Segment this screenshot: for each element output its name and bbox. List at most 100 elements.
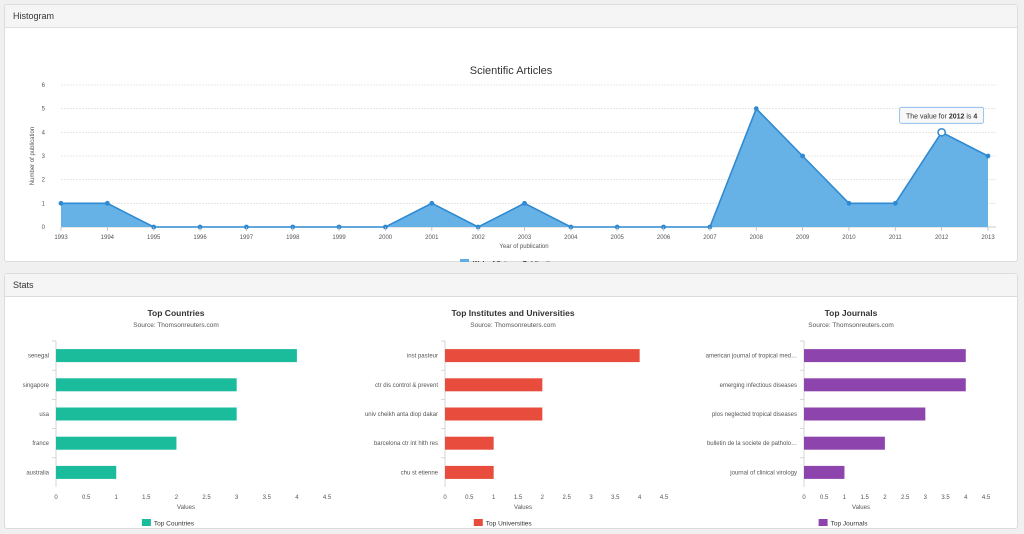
data-point-2009 [800, 153, 805, 159]
area-fill [61, 108, 988, 227]
scientific-articles-chart: Scientific Articles 0 1 2 3 4 5 6 Number of publ… [30, 65, 996, 268]
x-tick-label: 3.5 [941, 495, 950, 501]
x-tick-label: 2003 [518, 235, 532, 241]
x-axis-label: Values [852, 505, 870, 511]
x-tick-label: 3.5 [611, 495, 620, 501]
bar-chart-journals: Top Journals Source: Thomsonreuters.com 0 0… [706, 308, 991, 528]
tooltip-box [899, 106, 985, 124]
bar-france [56, 436, 177, 450]
x-tick-label: 2012 [935, 235, 949, 241]
x-tick-label: 3.5 [263, 495, 272, 501]
tooltip-prefix: The value for [906, 113, 949, 120]
category-label: usa [39, 412, 49, 418]
x-tick-label: 4.5 [982, 495, 991, 501]
x-tick-label: 1997 [240, 235, 254, 241]
tooltip-year: 2012 [949, 113, 965, 120]
x-tick-label: 0 [54, 495, 58, 501]
y-tick-label: 2 [42, 178, 46, 184]
category-label: inst pasteur [407, 354, 438, 360]
x-tick-label: 1996 [193, 235, 207, 241]
chart-title: Scientific Articles [470, 65, 553, 77]
data-point-1994 [104, 200, 110, 206]
y-tick-label: 1 [42, 201, 46, 207]
bar-chart-title: Top Institutes and Universities [451, 308, 574, 318]
x-tick-label: 1 [115, 495, 119, 501]
bar-bulletin-de-la-societe-de-patholo- [804, 436, 885, 450]
bar-usa [56, 407, 237, 421]
x-tick-label: 1994 [101, 235, 115, 241]
legend-label: Top Countries [154, 521, 195, 528]
bar-chart-title: Top Countries [148, 308, 205, 318]
x-tick-label: 4.5 [660, 495, 669, 501]
legend-label: Top Journals [831, 521, 869, 528]
x-tick-label: 1 [843, 495, 847, 501]
x-tick-label: 2.5 [901, 495, 910, 501]
category-label: senegal [28, 354, 49, 360]
x-tick-label: 2010 [842, 235, 856, 241]
x-tick-label: 4 [295, 495, 299, 501]
bar-chart-title: Top Journals [825, 308, 878, 318]
y-tick-label: 6 [42, 83, 46, 89]
tooltip-value: 4 [973, 113, 977, 120]
x-tick-label: 2007 [703, 235, 717, 241]
x-tick-label: 2009 [796, 235, 810, 241]
data-point-1993 [58, 200, 64, 206]
bar-american-journal-of-tropical-med- [804, 349, 966, 363]
category-label: ctr dis control & prevent [375, 383, 438, 389]
x-tick-label: 4 [964, 495, 968, 501]
x-tick-label: 3 [924, 495, 928, 501]
bar-barcelona-ctr-int-hlth-res [445, 436, 494, 450]
bar-chart-subtitle: Source: Thomsonreuters.com [133, 322, 219, 329]
category-label: barcelona ctr int hlth res [374, 441, 438, 447]
bar-ctr-dis-control-prevent [445, 378, 543, 392]
data-point-2013 [985, 153, 991, 159]
tooltip: The value for 2012 is 4 [899, 106, 985, 124]
bar-senegal [56, 349, 297, 363]
x-tick-label: 2008 [750, 235, 764, 241]
bar-inst-pasteur [445, 349, 640, 363]
x-tick-label: 4.5 [323, 495, 332, 501]
category-label: chu st etienne [401, 470, 439, 476]
histogram-panel: Histogram Scientific Articles 0 1 2 3 4 5 6 Numb… [4, 4, 1018, 268]
x-tick-label: 2 [175, 495, 179, 501]
y-tick-label: 3 [42, 154, 46, 160]
data-point-2010 [846, 200, 852, 206]
bar-univ-cheikh-anta-diop-dakar [445, 407, 543, 421]
x-tick-label: 0 [802, 495, 806, 501]
x-tick-label: 4 [638, 495, 642, 501]
legend-swatch [141, 519, 151, 526]
x-tick-label: 1998 [286, 235, 300, 241]
stats-panel-header: Stats [5, 274, 1017, 297]
category-label: univ cheikh anta diop dakar [365, 412, 438, 418]
bar-chart-countries: Top Countries Source: Thomsonreuters.com 0… [23, 308, 332, 528]
x-tick-label: 3 [235, 495, 239, 501]
x-tick-label: 1993 [54, 235, 68, 241]
data-point-2008 [753, 106, 759, 112]
category-label: emerging infectious diseases [720, 383, 797, 389]
bar-chart-universities: Top Institutes and Universities Source: T… [365, 308, 669, 528]
y-tick-label: 4 [42, 130, 46, 136]
y-tick-label: 5 [42, 107, 46, 113]
category-label: plos neglected tropical diseases [712, 412, 797, 418]
tooltip-mid: is [964, 113, 973, 120]
category-label: bulletin de la societe de patholo… [707, 441, 797, 447]
legend-label: Top Universities [486, 521, 533, 528]
category-label: australia [26, 470, 49, 476]
x-tick-label: 1.5 [860, 495, 869, 501]
x-tick-label: 2006 [657, 235, 671, 241]
legend-swatch [460, 259, 469, 266]
x-tick-label: 2011 [889, 235, 903, 241]
histogram-panel-header: Histogram [5, 5, 1017, 28]
hovered-point [937, 127, 947, 137]
x-tick-label: 1 [492, 495, 496, 501]
x-tick-label: 2002 [471, 235, 485, 241]
x-tick-label: 1.5 [514, 495, 523, 501]
stats-panel: Stats Top Countries Source: Thomsonreuter… [4, 273, 1018, 529]
x-tick-label: 2 [883, 495, 887, 501]
data-point-2011 [892, 200, 898, 206]
x-tick-label: 0.5 [82, 495, 91, 501]
x-tick-label: 1995 [147, 235, 161, 241]
x-axis-label: Year of publication [499, 244, 548, 250]
category-label: american journal of tropical med… [706, 354, 797, 360]
legend-swatch [473, 519, 483, 526]
